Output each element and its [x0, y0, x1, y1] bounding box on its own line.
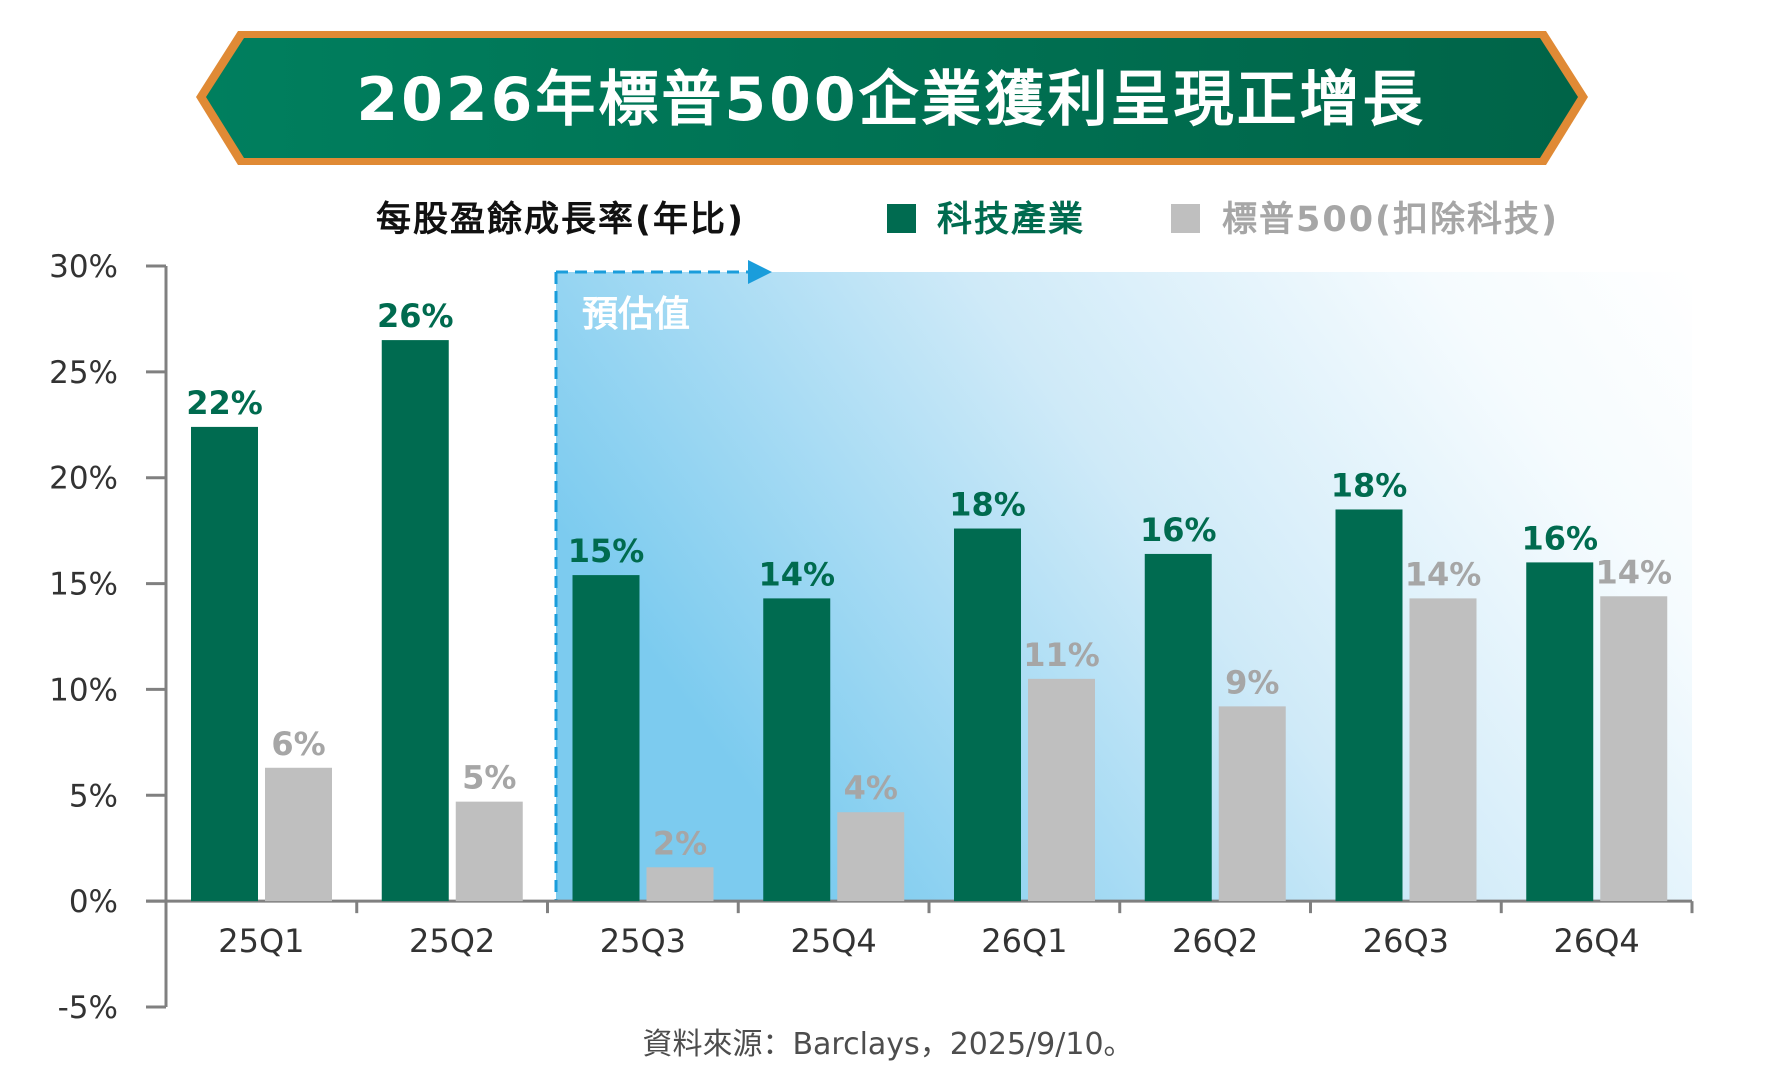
x-tick-label: 26Q1	[981, 922, 1067, 960]
y-tick-label: -5%	[58, 990, 118, 1026]
data-label: 6%	[271, 725, 325, 763]
legend: 每股盈餘成長率(年比) 科技產業 標普500(扣除科技)	[376, 199, 1559, 240]
data-label: 9%	[1225, 663, 1279, 701]
legend-swatch-sp500-ex-tech	[1171, 204, 1200, 233]
bar-sp500-ex-tech	[1600, 596, 1668, 902]
data-label: 14%	[1405, 555, 1482, 593]
legend-label-sp500-ex-tech: 標普500(扣除科技)	[1222, 200, 1559, 240]
source-note: 資料來源：Barclays，2025/9/10。	[642, 1027, 1133, 1062]
y-tick-label: 15%	[49, 567, 118, 603]
data-label: 11%	[1023, 636, 1100, 674]
bar-sp500-ex-tech	[1028, 678, 1095, 902]
y-tick-label: 5%	[69, 778, 118, 814]
forecast-label: 預估值	[582, 294, 690, 335]
banner-fill	[206, 38, 1578, 158]
x-tick-label: 26Q4	[1553, 922, 1639, 960]
bar-sp500-ex-tech	[1409, 598, 1477, 902]
data-label: 16%	[1140, 511, 1217, 549]
bar-tech	[763, 598, 831, 902]
legend-label-tech: 科技產業	[937, 199, 1085, 240]
value-labels: 22% 26% 15% 14% 18% 16% 18% 16% 6% 5% 2% 4% 11% 9% 14%…	[186, 297, 1672, 862]
x-tick-label: 26Q2	[1172, 922, 1258, 960]
data-label: 4%	[844, 769, 898, 807]
x-tick-label: 25Q1	[218, 922, 304, 960]
forecast-region: 預估值	[554, 260, 1692, 901]
title-banner: 2026年標普500企業獲利呈現正增長	[196, 31, 1588, 165]
data-label: 2%	[653, 824, 707, 862]
axes: 30% 25% 20% 15% 10% 5% 0% -5% 25Q1 25Q2 25Q3 25Q4 26…	[49, 249, 1694, 1026]
legend-swatch-tech	[887, 204, 916, 233]
forecast-shade	[556, 272, 1692, 901]
bar-tech	[1144, 553, 1212, 902]
bar-tech	[191, 426, 258, 902]
data-label: 14%	[1595, 553, 1672, 591]
bar-sp500-ex-tech	[646, 867, 714, 902]
y-tick-label: 0%	[69, 884, 118, 920]
y-tick-label: 25%	[49, 355, 118, 391]
y-axis-title: 每股盈餘成長率(年比)	[376, 200, 745, 240]
x-tick-label: 26Q3	[1363, 922, 1449, 960]
data-label: 18%	[949, 486, 1026, 524]
data-label: 5%	[462, 759, 516, 797]
chart-title: 2026年標普500企業獲利呈現正增長	[356, 65, 1425, 135]
x-tick-label: 25Q2	[409, 922, 495, 960]
bars	[191, 340, 1668, 902]
data-label: 14%	[758, 555, 835, 593]
x-tick-label: 25Q3	[600, 922, 686, 960]
bar-tech	[572, 575, 640, 902]
bar-sp500-ex-tech	[455, 801, 523, 902]
data-label: 26%	[377, 297, 454, 335]
bar-sp500-ex-tech	[265, 767, 332, 902]
y-tick-label: 30%	[49, 249, 118, 285]
data-label: 16%	[1521, 519, 1598, 557]
data-label: 15%	[568, 532, 645, 570]
bar-tech	[1335, 509, 1403, 902]
data-label: 22%	[186, 384, 263, 422]
x-tick-label: 25Q4	[790, 922, 876, 960]
y-tick-label: 10%	[49, 672, 118, 708]
data-label: 18%	[1331, 466, 1408, 504]
bar-sp500-ex-tech	[1218, 706, 1286, 902]
bar-tech	[1526, 562, 1594, 902]
bar-tech	[954, 528, 1021, 902]
bar-sp500-ex-tech	[837, 812, 905, 902]
y-tick-label: 20%	[49, 461, 118, 497]
bar-tech	[381, 340, 449, 902]
forecast-arrow-icon	[748, 260, 772, 284]
